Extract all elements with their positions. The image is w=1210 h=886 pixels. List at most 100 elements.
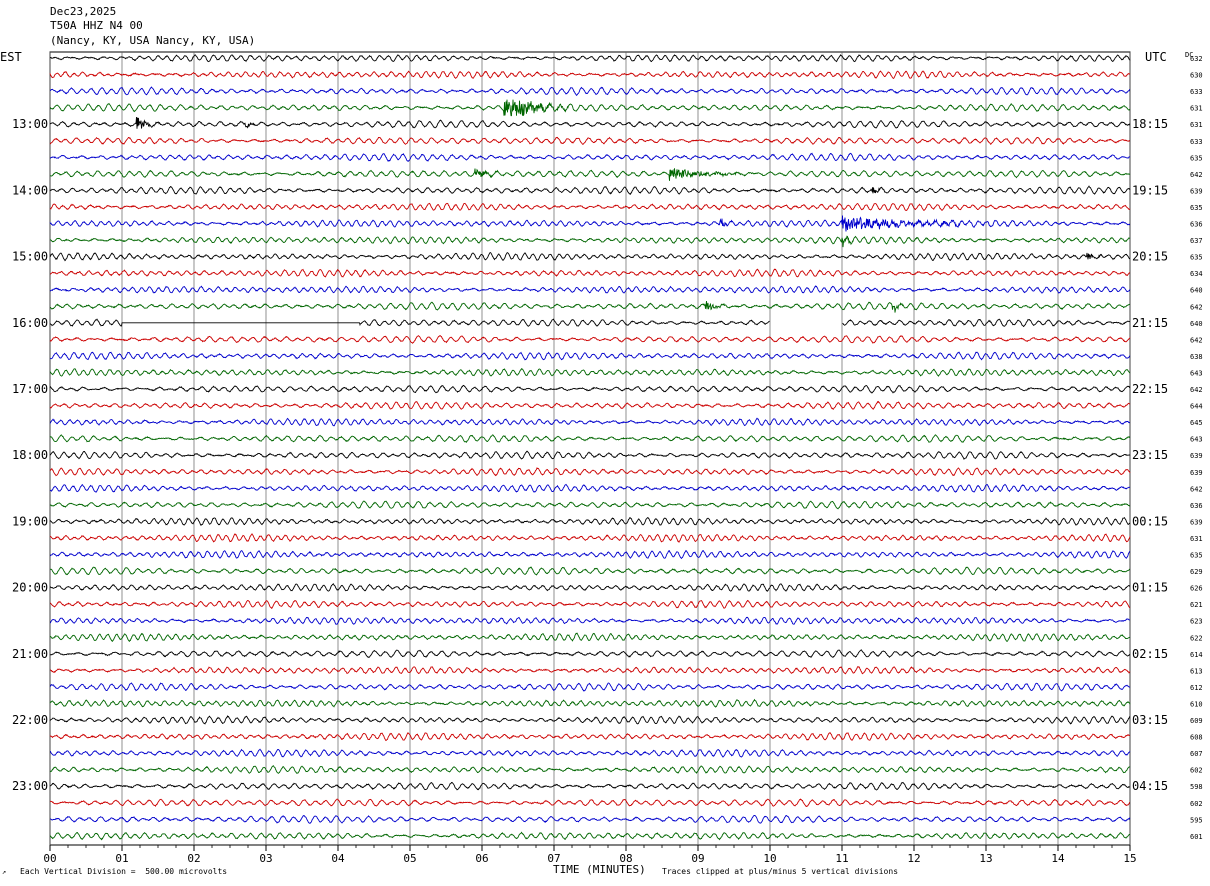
dc-offset-label: 642 — [1190, 485, 1203, 493]
left-axis-title: EST — [0, 50, 22, 64]
est-hour-label: 16:00 — [12, 316, 48, 330]
est-hour-label: 14:00 — [12, 183, 48, 197]
dc-offset-label: 622 — [1190, 634, 1203, 642]
est-hour-label: 19:00 — [12, 514, 48, 528]
dc-offset-label: 626 — [1190, 585, 1203, 593]
x-tick-label: 06 — [475, 852, 488, 865]
dc-offset-label: 640 — [1190, 320, 1203, 328]
seismogram-trace — [49, 54, 1131, 63]
seismogram-trace — [49, 300, 1131, 313]
seismogram-trace — [49, 748, 1131, 758]
dc-offset-label: 633 — [1190, 88, 1203, 96]
x-tick-label: 01 — [115, 852, 128, 865]
utc-hour-label: 04:15 — [1132, 779, 1168, 793]
dc-offset-label: 642 — [1190, 386, 1203, 394]
dc-offset-label: 609 — [1190, 717, 1203, 725]
dc-column-title: DC — [1185, 51, 1193, 59]
dc-offset-label: 642 — [1190, 303, 1203, 311]
clip-note: Traces clipped at plus/minus 5 vertical … — [662, 867, 899, 876]
dc-offset-label: 635 — [1190, 204, 1203, 212]
utc-hour-label: 00:15 — [1132, 514, 1168, 528]
seismogram-trace — [49, 549, 1131, 560]
dc-offset-label: 607 — [1190, 750, 1203, 758]
x-tick-label: 03 — [259, 852, 272, 865]
dc-offset-label: 631 — [1190, 105, 1203, 113]
dc-offset-label: 635 — [1190, 552, 1203, 560]
seismogram-trace — [49, 616, 1131, 625]
seismogram-trace — [49, 467, 1131, 477]
x-tick-label: 12 — [907, 852, 920, 865]
seismogram-trace — [49, 566, 1131, 576]
est-hour-label: 23:00 — [12, 779, 48, 793]
utc-hour-label: 20:15 — [1132, 250, 1168, 264]
seismogram-trace — [49, 252, 1131, 262]
est-hour-label: 21:00 — [12, 647, 48, 661]
seismogram-trace — [49, 450, 1131, 460]
dc-offset-label: 612 — [1190, 684, 1203, 692]
x-tick-label: 04 — [331, 852, 345, 865]
x-tick-label: 02 — [187, 852, 200, 865]
seismogram-trace — [49, 798, 1131, 807]
dc-offset-label: 640 — [1190, 287, 1203, 295]
seismogram-trace — [49, 831, 1131, 841]
plot-date: Dec23,2025 — [50, 5, 117, 18]
est-hour-label: 20:00 — [12, 581, 48, 595]
seismogram-trace — [49, 434, 1131, 444]
seismogram-trace — [49, 483, 1131, 493]
seismogram-trace — [49, 335, 1131, 344]
seismogram-trace — [49, 285, 1131, 294]
dc-offset-label: 608 — [1190, 734, 1203, 742]
seismogram-trace — [49, 136, 1131, 145]
dc-offset-label: 633 — [1190, 138, 1203, 146]
seismogram-trace — [50, 268, 1131, 278]
est-hour-label: 18:00 — [12, 448, 48, 462]
seismogram-trace — [49, 516, 1131, 526]
x-tick-label: 00 — [43, 852, 56, 865]
dc-offset-label: 602 — [1190, 767, 1203, 775]
seismogram-trace — [49, 400, 1131, 410]
dc-offset-label: 623 — [1190, 618, 1203, 626]
seismogram-trace — [49, 351, 1131, 361]
dc-offset-label: 629 — [1190, 568, 1203, 576]
utc-hour-label: 22:15 — [1132, 382, 1168, 396]
utc-hour-label: 02:15 — [1132, 647, 1168, 661]
dc-offset-label: 630 — [1190, 72, 1203, 80]
dc-offset-label: 635 — [1190, 254, 1203, 262]
dc-offset-label: 639 — [1190, 452, 1203, 460]
dc-offset-label: 631 — [1190, 121, 1203, 129]
x-tick-label: 05 — [403, 852, 416, 865]
x-tick-label: 13 — [979, 852, 992, 865]
seismogram-trace — [49, 583, 1131, 592]
dc-offset-label: 601 — [1190, 833, 1203, 841]
dc-offset-label: 638 — [1190, 353, 1203, 361]
est-hour-label: 17:00 — [12, 382, 48, 396]
seismogram-trace — [49, 682, 1131, 692]
x-tick-label: 11 — [835, 852, 848, 865]
x-tick-label: 07 — [547, 852, 560, 865]
dc-offset-label: 632 — [1190, 55, 1203, 63]
utc-hour-label: 23:15 — [1132, 448, 1168, 462]
seismogram-trace — [49, 715, 1131, 725]
seismogram-trace — [49, 318, 1130, 328]
seismogram-trace — [49, 215, 1131, 232]
utc-hour-label: 21:15 — [1132, 316, 1168, 330]
seismogram-trace — [49, 500, 1131, 510]
dc-offset-label: 598 — [1190, 783, 1203, 791]
dc-offset-label: 634 — [1190, 270, 1203, 278]
seismogram-trace — [49, 168, 1131, 181]
x-tick-label: 10 — [763, 852, 776, 865]
dc-offset-label: 631 — [1190, 535, 1203, 543]
seismogram-trace — [49, 533, 1131, 544]
seismogram-trace — [49, 632, 1131, 643]
dc-offset-label: 639 — [1190, 518, 1203, 526]
x-tick-label: 15 — [1123, 852, 1136, 865]
x-tick-label: 08 — [619, 852, 632, 865]
est-hour-label: 22:00 — [12, 713, 48, 727]
seismogram-trace — [49, 666, 1131, 675]
utc-hour-label: 18:15 — [1132, 117, 1168, 131]
utc-hour-label: 01:15 — [1132, 581, 1168, 595]
est-hour-label: 13:00 — [12, 117, 48, 131]
dc-offset-label: 613 — [1190, 667, 1203, 675]
dc-offset-label: 636 — [1190, 502, 1203, 510]
corner-mark: ↗ — [2, 868, 7, 876]
